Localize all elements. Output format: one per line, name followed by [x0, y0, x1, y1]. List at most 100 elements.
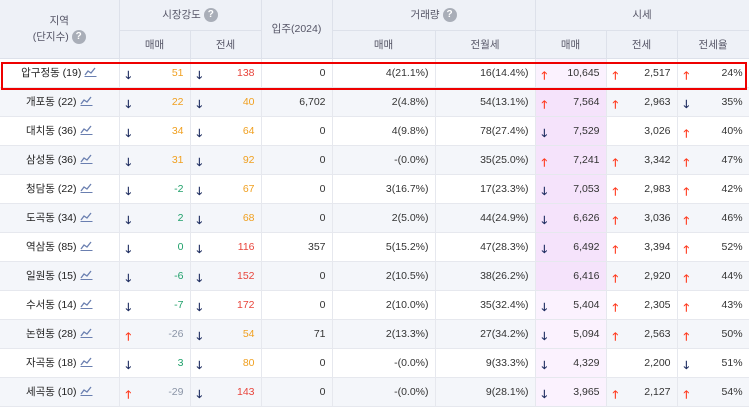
- trend-chart-icon[interactable]: [80, 183, 93, 196]
- table-row[interactable]: 수서동 (14) 🡓 -7 🡓 172 0 2(10.0%) 35(32.4%) 🡓 5,404 🡑…: [0, 290, 749, 320]
- table-row[interactable]: 역삼동 (85) 🡓 0 🡓 116 357 5(15.2%) 47(28.3%) 🡓 6,492…: [0, 232, 749, 262]
- arrow-down-icon: 🡓: [196, 272, 203, 285]
- table-row[interactable]: 세곡동 (10) 🡑 -29 🡓 143 0 -(0.0%) 9(28.1%) 🡓 3,965 🡑 2…: [0, 377, 749, 407]
- vol-sale-cell: -(0.0%): [332, 348, 436, 378]
- ratio-value: 24%: [721, 66, 743, 79]
- vol-rent-value: 9(28.1%): [485, 385, 529, 398]
- trend-chart-icon[interactable]: [80, 241, 93, 254]
- region-name[interactable]: 자곡동 (18): [25, 357, 77, 369]
- trend-chart-icon[interactable]: [80, 154, 93, 167]
- ms-sale-cell: 🡓 0: [119, 232, 191, 262]
- vol-sale-cell: 2(10.5%): [332, 261, 436, 291]
- ms-jeonse-value: 67: [242, 182, 255, 195]
- region-cell[interactable]: 압구정동 (19): [0, 58, 120, 88]
- ms-jeonse-header[interactable]: 전세: [190, 30, 262, 59]
- region-name[interactable]: 도곡동 (34): [25, 212, 77, 224]
- ms-sale-cell: 🡓 3: [119, 348, 191, 378]
- region-name[interactable]: 압구정동 (19): [21, 67, 82, 79]
- arrow-up-icon: 🡑: [612, 156, 619, 169]
- price-sale-header[interactable]: 매매: [535, 30, 607, 59]
- move-in-cell: 6,702: [261, 87, 333, 117]
- region-cell[interactable]: 역삼동 (85): [0, 232, 120, 262]
- region-cell[interactable]: 일원동 (15): [0, 261, 120, 291]
- ms-jeonse-cell: 🡓 68: [190, 203, 262, 233]
- vol-sale-value: 3(16.7%): [385, 182, 429, 195]
- price-sale-cell: 🡑 7,241: [535, 145, 607, 175]
- arrow-down-icon: 🡓: [196, 330, 203, 343]
- price-jeonse-header[interactable]: 전세: [606, 30, 678, 59]
- table-row[interactable]: 개포동 (22) 🡓 22 🡓 40 6,702 2(4.8%) 54(13.1%) 🡑 7,56…: [0, 87, 749, 117]
- ms-jeonse-cell: 🡓 40: [190, 87, 262, 117]
- table-row[interactable]: 대치동 (36) 🡓 34 🡓 64 0 4(9.8%) 78(27.4%) 🡓 7,529 3,0…: [0, 116, 749, 146]
- ratio-value: 50%: [721, 327, 743, 340]
- ratio-header[interactable]: 전세율: [677, 30, 749, 59]
- table-row[interactable]: 도곡동 (34) 🡓 2 🡓 68 0 2(5.0%) 44(24.9%) 🡓 6,626 🡑 3,0…: [0, 203, 749, 233]
- trend-chart-icon[interactable]: [80, 125, 93, 138]
- arrow-up-icon: 🡑: [612, 243, 619, 256]
- region-cell[interactable]: 대치동 (36): [0, 116, 120, 146]
- ms-sale-cell: 🡓 51: [119, 58, 191, 88]
- table-row[interactable]: 삼성동 (36) 🡓 31 🡓 92 0 -(0.0%) 35(25.0%) 🡑 7,241 🡑 3,…: [0, 145, 749, 175]
- help-icon[interactable]: ?: [203, 8, 218, 23]
- price-sale-value: 5,404: [573, 298, 600, 311]
- region-name[interactable]: 역삼동 (85): [25, 241, 77, 253]
- table-row[interactable]: 일원동 (15) 🡓 -6 🡓 152 0 2(10.5%) 38(26.2%) 6,416 🡑 2…: [0, 261, 749, 291]
- ms-jeonse-cell: 🡓 116: [190, 232, 262, 262]
- arrow-up-icon: 🡑: [612, 388, 619, 401]
- region-name[interactable]: 세곡동 (10): [25, 386, 77, 398]
- ms-sale-value: -7: [174, 298, 184, 311]
- arrow-down-icon: 🡓: [196, 69, 203, 82]
- table-row[interactable]: 청담동 (22) 🡓 -2 🡓 67 0 3(16.7%) 17(23.3%) 🡓 7,053 🡑 2…: [0, 174, 749, 204]
- region-cell[interactable]: 청담동 (22): [0, 174, 120, 204]
- vol-sale-cell: 2(4.8%): [332, 87, 436, 117]
- region-name[interactable]: 청담동 (22): [25, 183, 77, 195]
- vol-sale-header[interactable]: 매매: [332, 30, 436, 59]
- trend-chart-icon[interactable]: [84, 67, 97, 80]
- help-icon[interactable]: ?: [442, 8, 457, 23]
- trend-chart-icon[interactable]: [80, 386, 93, 399]
- region-header[interactable]: 지역 (단지수)?: [0, 0, 120, 59]
- vol-sale-value: 2(4.8%): [391, 95, 429, 108]
- region-name[interactable]: 논현동 (28): [25, 328, 77, 340]
- table-row[interactable]: 논현동 (28) 🡑 -26 🡓 54 71 2(13.3%) 27(34.2%) 🡓 5,094…: [0, 319, 749, 349]
- trend-chart-icon[interactable]: [80, 96, 93, 109]
- move-in-cell: 0: [261, 290, 333, 320]
- region-header-sub: (단지수): [32, 30, 69, 43]
- arrow-up-icon: 🡑: [683, 69, 690, 82]
- table-row[interactable]: 압구정동 (19) 🡓 51 🡓 138 0 4(21.1%) 16(14.4%) 🡑 10,64…: [0, 58, 749, 88]
- region-name[interactable]: 수서동 (14): [25, 299, 77, 311]
- region-name[interactable]: 일원동 (15): [25, 270, 77, 282]
- region-name[interactable]: 삼성동 (36): [25, 154, 77, 166]
- table-row[interactable]: 자곡동 (18) 🡓 3 🡓 80 0 -(0.0%) 9(33.3%) 🡓 4,329 2,200…: [0, 348, 749, 378]
- ratio-value: 46%: [721, 211, 743, 224]
- price-jeonse-cell: 🡑 2,127: [606, 377, 678, 407]
- region-cell[interactable]: 삼성동 (36): [0, 145, 120, 175]
- region-cell[interactable]: 자곡동 (18): [0, 348, 120, 378]
- move-in-value: 0: [319, 211, 326, 224]
- trend-chart-icon[interactable]: [80, 212, 93, 225]
- region-cell[interactable]: 논현동 (28): [0, 319, 120, 349]
- ratio-cell: 🡑 24%: [677, 58, 749, 88]
- region-name[interactable]: 대치동 (36): [25, 125, 77, 137]
- ms-sale-header[interactable]: 매매: [119, 30, 191, 59]
- help-icon[interactable]: ?: [71, 29, 86, 44]
- region-cell[interactable]: 개포동 (22): [0, 87, 120, 117]
- trend-chart-icon[interactable]: [80, 299, 93, 312]
- vol-rent-header[interactable]: 전월세: [435, 30, 536, 59]
- ratio-cell: 🡑 46%: [677, 203, 749, 233]
- region-cell[interactable]: 세곡동 (10): [0, 377, 120, 407]
- arrow-down-icon: 🡓: [196, 214, 203, 227]
- vol-sale-value: 5(15.2%): [385, 240, 429, 253]
- region-cell[interactable]: 도곡동 (34): [0, 203, 120, 233]
- region-cell[interactable]: 수서동 (14): [0, 290, 120, 320]
- trend-chart-icon[interactable]: [80, 357, 93, 370]
- vol-rent-value: 38(26.2%): [480, 269, 529, 282]
- move-in-header[interactable]: 입주(2024): [261, 0, 333, 59]
- arrow-down-icon: 🡓: [196, 388, 203, 401]
- trend-chart-icon[interactable]: [80, 328, 93, 341]
- price-sale-cell: 6,416: [535, 261, 607, 291]
- ratio-cell: 🡑 54%: [677, 377, 749, 407]
- price-sale-value: 6,626: [573, 211, 600, 224]
- region-name[interactable]: 개포동 (22): [25, 96, 77, 108]
- trend-chart-icon[interactable]: [80, 270, 93, 283]
